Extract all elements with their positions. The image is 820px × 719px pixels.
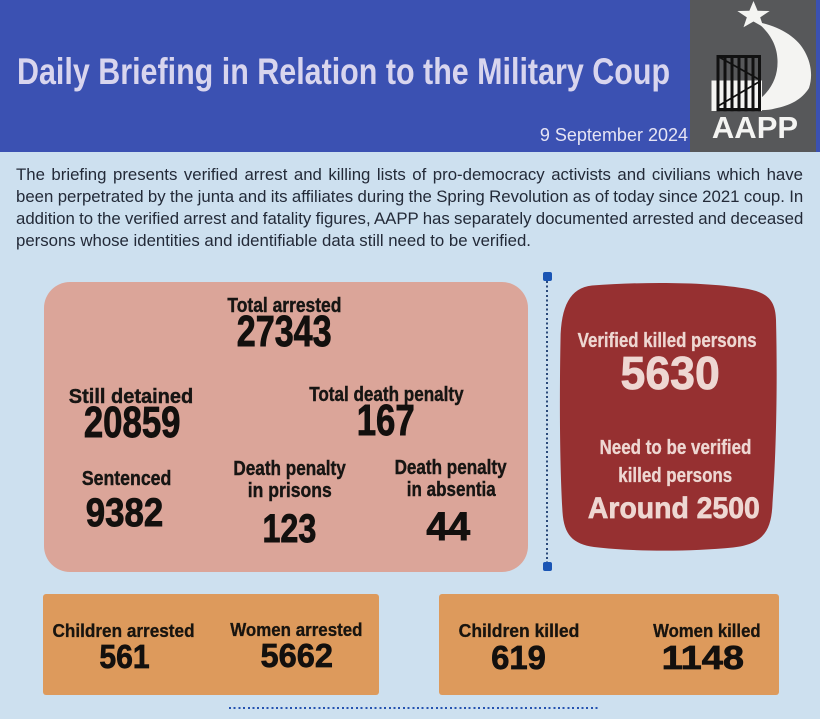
svg-text:AAPP: AAPP [712,110,798,145]
